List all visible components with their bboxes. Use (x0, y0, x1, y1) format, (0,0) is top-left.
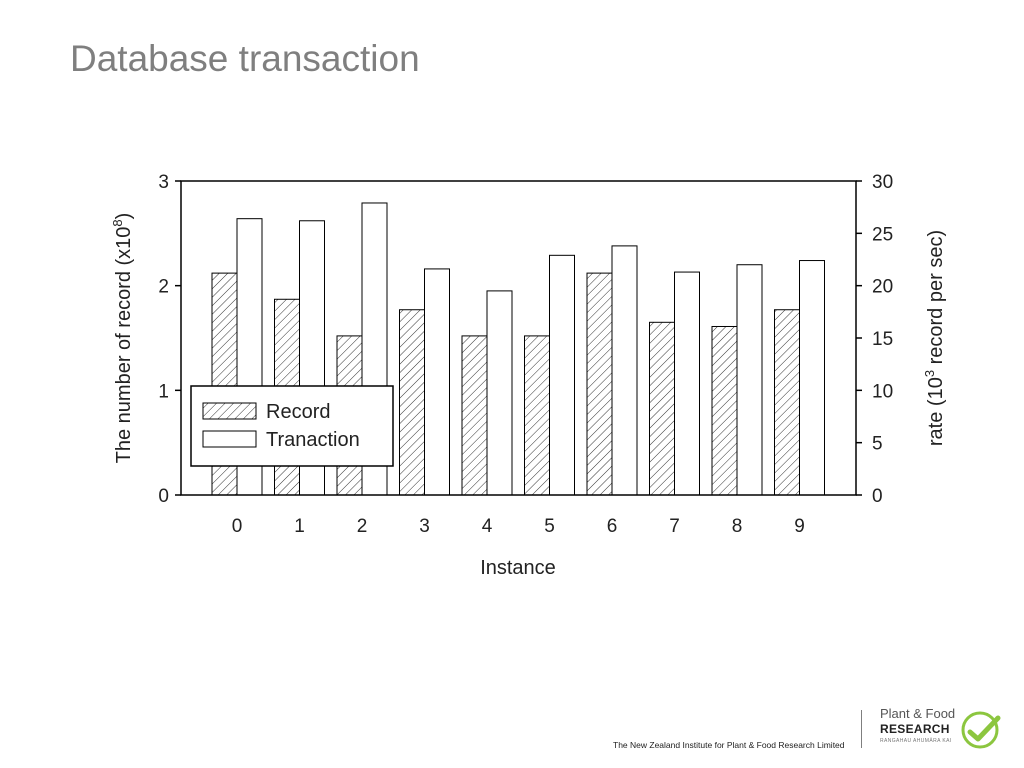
x-tick-label-5: 5 (544, 516, 555, 537)
logo-line3: RANGAHAU AHUMĀRA KAI (880, 738, 952, 744)
right-y-tick-label-15: 15 (872, 329, 893, 350)
bar-record-7 (649, 321, 675, 496)
x-tick-label-7: 7 (669, 516, 680, 537)
logo-line2: RESEARCH (880, 722, 950, 736)
left-y-tick-label-2: 2 (158, 277, 169, 298)
leaf-check-icon (961, 711, 1001, 749)
right-y-tick-label-25: 25 (872, 224, 893, 245)
x-tick-label-6: 6 (607, 516, 618, 537)
bar-record-8 (711, 325, 738, 496)
x-tick-label-1: 1 (294, 516, 305, 537)
right-y-tick-label-0: 0 (872, 486, 883, 507)
right-y-tick-label-5: 5 (872, 434, 883, 455)
x-tick-label-9: 9 (794, 516, 805, 537)
left-y-axis-title-text: The number of record (x10 (113, 227, 135, 464)
right-y-axis-title-prefix: rate (10 (925, 377, 947, 446)
footer-text: The New Zealand Institute for Plant & Fo… (613, 740, 845, 750)
left-y-tick-label-1: 1 (158, 381, 169, 402)
x-tick-label-4: 4 (482, 516, 493, 537)
bar-transaction-9 (799, 260, 825, 496)
left-y-tick-label-3: 3 (158, 172, 169, 193)
bar-transaction-6 (611, 245, 638, 496)
x-axis-title: Instance (480, 557, 556, 579)
bar-transaction-3 (424, 268, 450, 496)
x-tick-label-3: 3 (419, 516, 430, 537)
bar-transaction-7 (674, 271, 700, 496)
bar-transaction-4 (486, 290, 513, 496)
x-tick-label-2: 2 (357, 516, 368, 537)
left-y-axis-title: The number of record (x108) (110, 213, 135, 464)
legend-swatch-record (202, 402, 257, 420)
bar-transaction-8 (736, 264, 763, 496)
x-tick-label-8: 8 (732, 516, 743, 537)
x-tick-label-0: 0 (232, 516, 243, 537)
logo-block: Plant & Food RESEARCH RANGAHAU AHUMĀRA K… (880, 707, 955, 745)
bar-record-4 (461, 335, 488, 496)
left-y-axis-title-close: ) (113, 213, 135, 220)
left-y-axis-exponent: 8 (110, 219, 125, 226)
bar-record-5 (524, 335, 550, 496)
logo-line1: Plant & Food (880, 706, 956, 721)
legend-label-transaction: Tranaction (266, 429, 360, 451)
bar-record-6 (586, 272, 613, 496)
legend: Record Tranaction (190, 385, 394, 467)
legend-box (190, 385, 394, 467)
right-y-axis-title: rate (103 record per sec) (922, 230, 947, 446)
legend-swatch-transaction (202, 430, 257, 448)
left-y-tick-label-0: 0 (158, 486, 169, 507)
bar-record-3 (399, 309, 425, 496)
right-y-tick-label-20: 20 (872, 277, 893, 298)
logo-divider (861, 710, 862, 748)
right-y-axis-title-suffix: record per sec) (925, 230, 947, 370)
bar-transaction-5 (549, 254, 575, 496)
legend-label-record: Record (266, 401, 330, 423)
right-y-tick-label-30: 30 (872, 172, 893, 193)
bar-record-9 (774, 309, 800, 496)
right-y-tick-label-10: 10 (872, 381, 893, 402)
right-y-axis-exponent: 3 (922, 370, 937, 377)
slide-title: Database transaction (70, 38, 420, 79)
